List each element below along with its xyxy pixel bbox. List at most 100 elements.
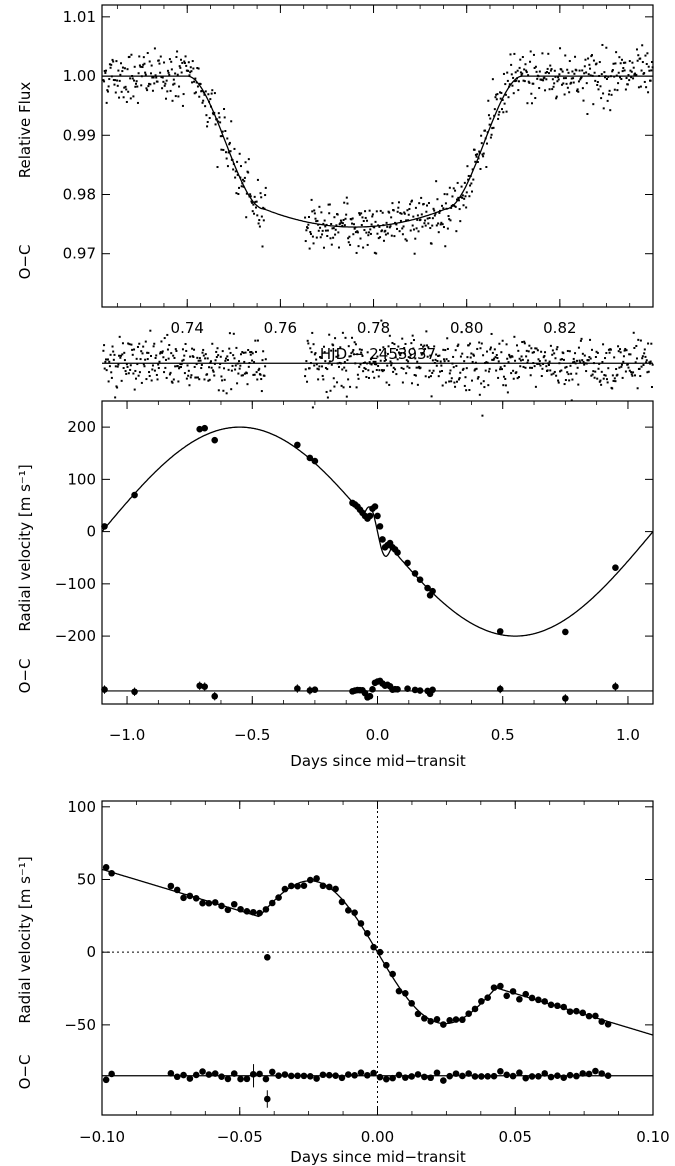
flux-point [355, 251, 358, 254]
residual-point [199, 359, 202, 362]
residual-point [489, 346, 492, 349]
residual-point [381, 369, 384, 372]
flux-point [592, 103, 595, 106]
residual-point [401, 381, 404, 384]
flux-point [639, 85, 642, 88]
flux-point [553, 69, 556, 72]
residual-point [151, 364, 154, 367]
residual-point [262, 350, 265, 353]
rv-residual-point [528, 1073, 536, 1080]
residual-point [452, 355, 455, 358]
flux-point [617, 82, 620, 85]
residual-point [112, 358, 115, 361]
flux-point [450, 206, 453, 209]
residual-point [370, 363, 373, 366]
light-curve-residual-label: O−C [16, 245, 34, 280]
flux-point [319, 226, 322, 229]
residual-point [513, 335, 516, 338]
flux-point [477, 157, 480, 160]
flux-point [362, 246, 365, 249]
flux-point [581, 87, 584, 90]
flux-point [106, 90, 109, 93]
rv-point [196, 425, 203, 433]
light-curve-xlabel: HJD − 2453937 [320, 345, 436, 363]
flux-point [176, 50, 179, 53]
flux-point [176, 73, 179, 76]
flux-point [563, 93, 566, 96]
flux-point [144, 73, 147, 76]
flux-point [304, 216, 307, 219]
residual-point [463, 384, 466, 387]
flux-point [239, 176, 242, 179]
residual-point [619, 351, 622, 354]
residual-point [448, 380, 451, 383]
residual-point [579, 339, 582, 342]
residual-point [359, 363, 362, 366]
flux-point [444, 245, 447, 248]
residual-point [536, 362, 539, 365]
residual-point [389, 360, 392, 363]
flux-point [325, 223, 328, 226]
flux-point [247, 171, 250, 174]
residual-point [392, 370, 395, 373]
flux-point [601, 43, 604, 46]
residual-point [259, 373, 262, 376]
residual-point [447, 360, 450, 363]
flux-point [628, 79, 631, 82]
flux-point [343, 224, 346, 227]
flux-point [170, 68, 173, 71]
residual-point [474, 361, 477, 364]
residual-point [173, 356, 176, 359]
rv-point [592, 1012, 599, 1020]
residual-point [182, 358, 185, 361]
flux-point [127, 90, 130, 93]
residual-point [105, 369, 108, 372]
residual-point [238, 360, 241, 363]
flux-point [486, 131, 489, 134]
rv-residual-point [344, 1071, 352, 1078]
flux-point [487, 114, 490, 117]
residual-point [539, 364, 542, 367]
flux-point [391, 202, 394, 205]
residual-point [373, 376, 376, 379]
residual-point [252, 373, 255, 376]
rv-residual-point [287, 1072, 295, 1080]
residual-point [482, 354, 485, 357]
residual-point [611, 387, 614, 390]
flux-point [609, 75, 612, 78]
rv-point [395, 987, 403, 995]
residual-point [521, 358, 524, 361]
residual-point [232, 354, 235, 357]
residual-point [305, 360, 308, 363]
rv-residual-point [411, 686, 419, 694]
flux-point [329, 237, 332, 240]
residual-point [421, 352, 424, 355]
rv-point [211, 436, 219, 444]
flux-point [401, 227, 404, 230]
residual-point [114, 365, 117, 368]
flux-point [307, 215, 310, 218]
residual-point [574, 362, 577, 365]
flux-point [388, 226, 391, 229]
residual-point [559, 370, 562, 373]
flux-point [421, 225, 424, 228]
flux-point [519, 71, 522, 74]
residual-point [179, 365, 182, 368]
flux-point [481, 153, 484, 156]
flux-point [243, 180, 246, 183]
flux-point [504, 83, 507, 86]
residual-point [185, 349, 188, 352]
flux-point [478, 150, 481, 153]
y-tick-label: 50 [77, 871, 96, 889]
rv-point [402, 989, 409, 997]
residual-point [566, 371, 569, 374]
flux-point [518, 66, 521, 69]
residual-point [360, 351, 363, 354]
residual-point [236, 362, 239, 365]
flux-point [448, 186, 451, 189]
flux-point [264, 194, 267, 197]
residual-point [193, 348, 196, 351]
rv-residual-point [408, 1073, 415, 1080]
residual-point [311, 331, 314, 334]
residual-point [615, 368, 618, 371]
